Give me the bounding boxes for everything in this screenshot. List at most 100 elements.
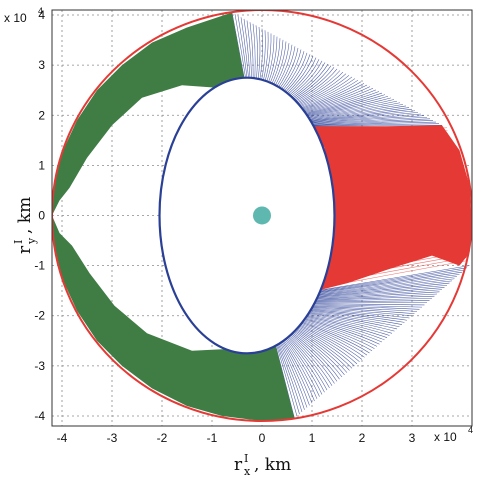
trajectory-line [298,102,401,120]
trajectory-line [307,300,430,303]
trajectory-line [298,100,398,120]
region-2 [312,125,472,291]
trajectory-line [307,298,433,302]
trajectory-line [314,274,460,294]
trajectory-line [309,120,434,126]
y-label-base: r [15,245,35,254]
trajectory-line [306,115,425,124]
trajectory-line [301,308,408,321]
trajectory-line [300,105,407,121]
y-tick-label: 3 [38,58,45,72]
y-tick-label: -4 [34,409,45,423]
y-tick-label: 1 [38,158,45,172]
x-label-base: r [234,455,243,475]
trajectory-line [296,314,388,338]
x-tick-label: -4 [57,431,68,445]
trajectory-line [305,304,423,308]
trajectory-line [274,340,295,419]
trajectory-line [299,310,400,328]
x-tick-label: -1 [207,431,218,445]
y-label-sub: y [25,237,38,245]
trajectory-line [312,282,450,297]
tick-labels: -4 -3 -2 -1 0 1 2 3 -4 -3 -2 -1 0 1 2 3 4 [34,8,415,445]
x-tick-label: 0 [259,431,266,445]
trajectory-line [307,116,428,125]
trajectory-line [304,112,419,123]
trajectory-line [302,108,413,122]
trajectory-line [276,338,303,413]
trajectory-line [297,313,390,336]
trajectory-line [310,287,445,299]
trajectory-line [309,291,440,300]
trajectory-line [298,311,395,332]
x-multiplier-exp: 4 [468,425,473,435]
inner-ellipse [158,76,336,355]
trajectory-line [311,284,448,298]
y-label-unit: , km [15,197,35,234]
x-tick-label: 3 [409,431,416,445]
trajectory-line [310,121,437,126]
x-tick-label: -3 [107,431,118,445]
x-multiplier-base: x 10 [434,430,457,444]
trajectory-line [315,271,463,294]
x-multiplier: x 10 4 [434,425,473,444]
x-label-sub: x [244,465,251,478]
trajectory-line [310,289,443,299]
trajectory-line [295,315,383,343]
trajectory-line [304,304,420,310]
trajectory-line [313,276,458,295]
trajectory-line [313,278,455,296]
trajectory-line [306,303,425,306]
trajectory-line [304,305,418,312]
y-tick-label: -3 [34,359,45,373]
trajectory-line [298,312,393,334]
x-tick-label: 1 [309,431,316,445]
y-tick-label: 0 [38,208,45,222]
y-multiplier-exp: 4 [38,6,43,16]
y-multiplier-base: x 10 [4,11,27,25]
y-tick-label: -2 [34,309,45,323]
region-1 [52,12,247,216]
trajectory-line [311,125,443,127]
trajectory-line [308,118,431,125]
trajectory-line [301,107,410,122]
trajectory-line [303,306,415,314]
x-axis-label: r I x , km [234,452,291,478]
trajectory-line [303,110,416,123]
y-tick-label: -1 [34,259,45,273]
y-axis-label: r I y , km [12,197,38,254]
trajectory-line [274,339,298,417]
trajectory-line [316,265,470,291]
trajectory-line [315,269,465,293]
trajectory-line [275,339,300,415]
trajectory-line [308,295,435,301]
y-multiplier: x 10 4 [4,6,43,25]
y-tick-label: 4 [38,8,45,22]
trajectory-line [296,314,385,341]
x-tick-label: 2 [359,431,366,445]
trajectory-line [300,309,403,325]
trajectory-fan-1 [274,265,470,419]
outer-ellipse [52,10,472,422]
x-label-sup: I [244,452,248,465]
region-0 [52,215,295,421]
trajectory-line [312,280,453,296]
y-label-sup: I [12,240,25,244]
plot-frame [51,9,473,427]
trajectory-line [303,306,413,317]
y-tick-label: 2 [38,108,45,122]
trajectory-line [309,293,438,301]
trajectory-line [316,267,468,292]
plot-area [52,10,472,422]
trajectory-line [311,123,440,127]
earth-marker [253,206,271,225]
x-label-unit: , km [254,455,291,475]
trajectory-line [276,337,305,410]
trajectory-line [301,309,405,323]
trajectory-line [299,311,398,330]
x-tick-label: -2 [157,431,168,445]
trajectory-line [299,104,404,121]
trajectory-line [302,307,410,319]
trajectory-line [305,113,422,124]
